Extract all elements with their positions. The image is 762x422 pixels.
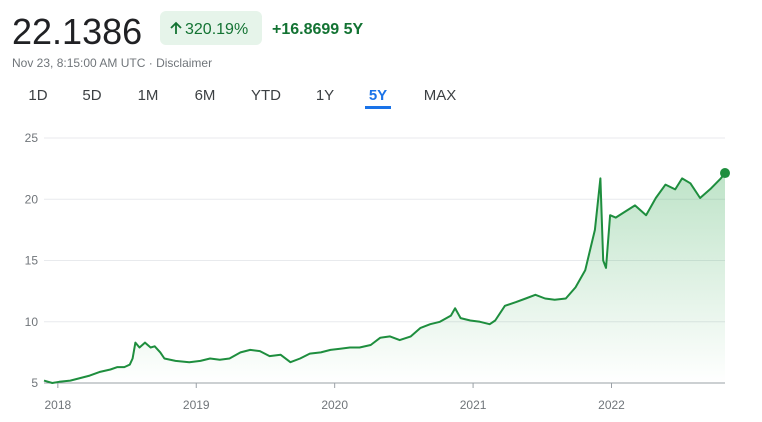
y-tick-label: 15 — [25, 254, 39, 268]
range-tabs: 1D 5D 1M 6M YTD 1Y 5Y MAX — [28, 87, 456, 109]
change-period: 5Y — [344, 21, 364, 38]
y-tick-label: 20 — [25, 192, 39, 206]
range-tab[interactable]: 5D — [82, 87, 101, 104]
range-tab[interactable]: 1Y — [316, 87, 334, 104]
y-tick-label: 25 — [25, 131, 39, 145]
x-tick-label: 2019 — [183, 398, 210, 412]
timestamp: Nov 23, 8:15:00 AM UTC — [12, 56, 146, 70]
timestamp-line: Nov 23, 8:15:00 AM UTC · Disclaimer — [12, 56, 212, 70]
change-percent: 320.19% — [185, 21, 248, 38]
x-tick-label: 2018 — [44, 398, 71, 412]
range-tab[interactable]: YTD — [251, 87, 281, 104]
last-price-dot — [720, 168, 730, 179]
change-badge — [160, 11, 262, 45]
range-tab[interactable]: 1M — [138, 87, 159, 104]
up-arrow — [170, 21, 182, 34]
x-tick-label: 2021 — [460, 398, 487, 412]
change-value: +16.8699 — [272, 21, 339, 38]
range-tab[interactable]: 5Y — [369, 87, 387, 104]
price-area — [44, 173, 725, 383]
range-tab[interactable]: 1D — [28, 87, 47, 104]
y-tick-label: 5 — [31, 376, 38, 390]
x-tick-label: 2022 — [598, 398, 625, 412]
x-tick-label: 2020 — [321, 398, 348, 412]
range-tab[interactable]: MAX — [424, 87, 457, 104]
active-tab-indicator — [365, 106, 391, 109]
range-tab[interactable]: 6M — [195, 87, 216, 104]
y-tick-label: 10 — [25, 315, 39, 329]
price-line — [43, 172, 726, 384]
plot: 5 10 15 20 25 2018 2019 2020 2021 2022 — [25, 131, 730, 412]
change-line: +16.8699 5Y — [272, 21, 364, 38]
price: 22.1386 — [12, 11, 142, 52]
disclaimer[interactable]: Disclaimer — [156, 56, 212, 70]
